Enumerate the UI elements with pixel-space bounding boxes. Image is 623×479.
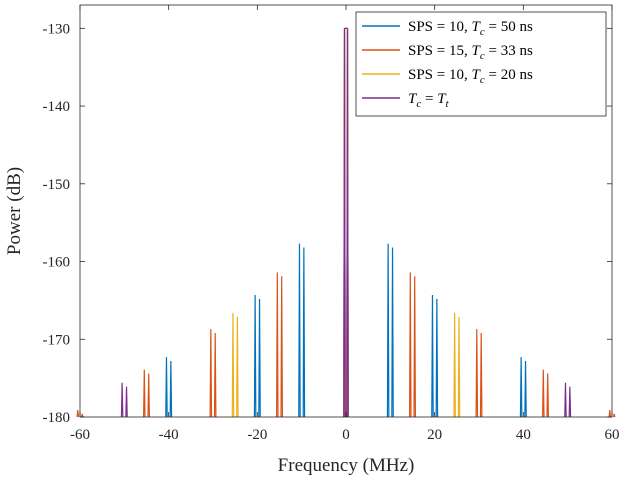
legend-label: Tc = Tt	[408, 91, 450, 110]
spectral-peak	[298, 243, 306, 418]
spectral-peak	[165, 357, 173, 418]
legend-label: SPS = 10, Tc = 20 ns	[408, 67, 533, 86]
spectral-peak	[608, 409, 616, 418]
spectral-peak	[120, 382, 128, 418]
x-tick-label: -60	[70, 427, 90, 443]
spectral-peak	[564, 382, 572, 418]
legend-entry: Tc = Tt	[362, 91, 450, 110]
axes-layer: -60 -40 -20 0 20 40 60 -180 -170 -160 -150 -140 -130	[43, 4, 620, 443]
x-axis-label: Frequency (MHz)	[278, 455, 415, 476]
y-tick-label: -160	[43, 255, 71, 271]
spectral-peak	[453, 312, 461, 418]
spectral-peak	[431, 294, 439, 418]
spectral-peak	[276, 272, 283, 418]
x-tick-label: 20	[427, 427, 442, 443]
y-tick-label: -170	[43, 332, 71, 348]
legend-label: SPS = 10, Tc = 50 ns	[408, 19, 533, 38]
spectral-peak	[253, 294, 261, 418]
series-layer	[76, 27, 616, 418]
legend-entry: SPS = 10, Tc = 20 ns	[362, 67, 533, 86]
spectral-peak	[209, 329, 217, 418]
x-tick-label: 0	[342, 427, 350, 443]
spectral-peak	[519, 357, 527, 418]
spectral-peak	[143, 369, 150, 418]
y-tick-label: -130	[43, 21, 71, 37]
spectral-peak	[409, 272, 416, 418]
spectral-peak	[231, 312, 239, 418]
y-tick-label: -140	[43, 99, 71, 115]
x-tick-label: 40	[516, 427, 531, 443]
legend-label: SPS = 15, Tc = 33 ns	[408, 43, 533, 62]
spectral-peak	[386, 243, 394, 418]
x-tick-label: -40	[159, 427, 179, 443]
spectral-peak	[542, 369, 549, 418]
legend-entry: SPS = 10, Tc = 50 ns	[362, 19, 533, 38]
legend: SPS = 10, Tc = 50 ns SPS = 15, Tc = 33 ns…	[355, 11, 607, 117]
x-tick-label: -20	[247, 427, 267, 443]
legend-entry: SPS = 15, Tc = 33 ns	[362, 43, 533, 62]
spectral-peak	[76, 409, 84, 418]
y-tick-label: -150	[43, 177, 71, 193]
x-tick-label: 60	[605, 427, 620, 443]
spectral-peak	[343, 27, 349, 418]
spectral-peak	[475, 329, 483, 418]
y-axis-label: Power (dB)	[4, 167, 25, 255]
series-4	[120, 27, 572, 418]
y-tick-label: -180	[43, 410, 71, 426]
